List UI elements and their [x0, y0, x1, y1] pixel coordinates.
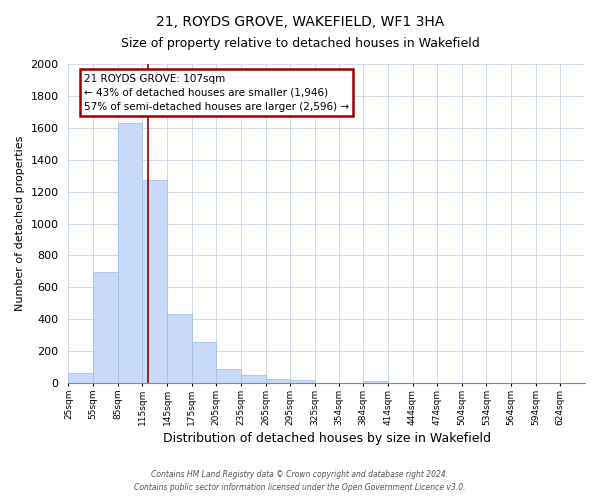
- X-axis label: Distribution of detached houses by size in Wakefield: Distribution of detached houses by size …: [163, 432, 491, 445]
- Bar: [142, 180, 167, 383]
- Bar: [191, 342, 216, 383]
- Bar: [167, 314, 191, 383]
- Bar: [216, 369, 241, 383]
- Bar: [363, 380, 388, 383]
- Bar: [93, 272, 118, 383]
- Text: 21 ROYDS GROVE: 107sqm
← 43% of detached houses are smaller (1,946)
57% of semi-: 21 ROYDS GROVE: 107sqm ← 43% of detached…: [84, 74, 349, 112]
- Bar: [68, 373, 93, 383]
- Bar: [290, 380, 315, 383]
- Text: 21, ROYDS GROVE, WAKEFIELD, WF1 3HA: 21, ROYDS GROVE, WAKEFIELD, WF1 3HA: [156, 15, 444, 29]
- Text: Size of property relative to detached houses in Wakefield: Size of property relative to detached ho…: [121, 38, 479, 51]
- Text: Contains HM Land Registry data © Crown copyright and database right 2024.
Contai: Contains HM Land Registry data © Crown c…: [134, 470, 466, 492]
- Bar: [266, 378, 290, 383]
- Bar: [241, 375, 266, 383]
- Bar: [118, 123, 142, 383]
- Y-axis label: Number of detached properties: Number of detached properties: [15, 136, 25, 311]
